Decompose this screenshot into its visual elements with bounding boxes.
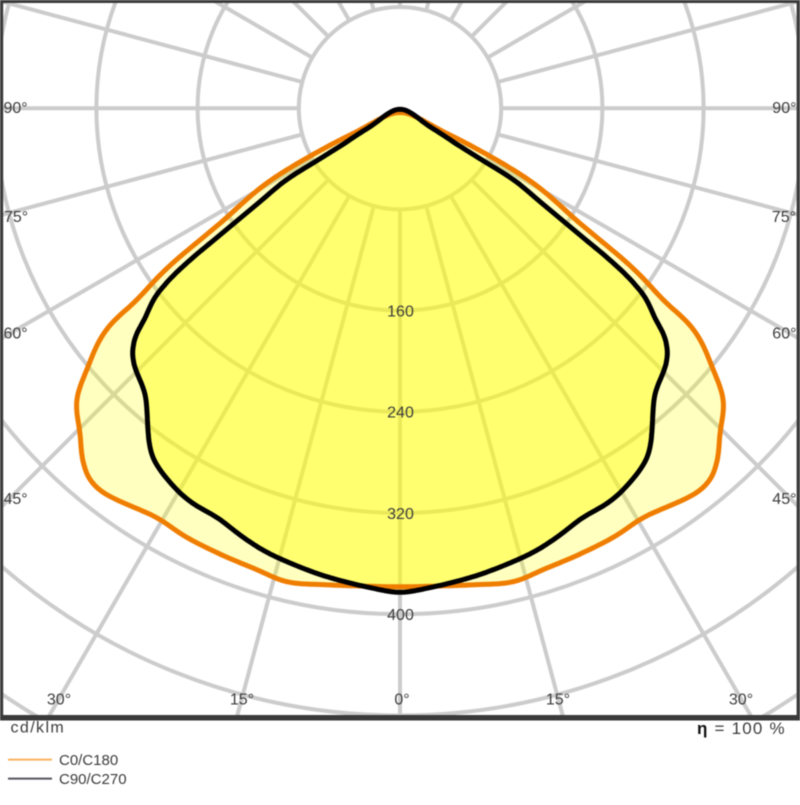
svg-text:90°: 90° (772, 100, 796, 117)
svg-text:15°: 15° (230, 692, 254, 709)
svg-text:30°: 30° (729, 692, 753, 709)
svg-text:90°: 90° (4, 100, 28, 117)
svg-text:45°: 45° (772, 491, 796, 508)
svg-text:45°: 45° (4, 491, 28, 508)
svg-text:η = 100 %: η = 100 % (697, 719, 786, 738)
svg-text:60°: 60° (772, 326, 796, 343)
svg-text:320: 320 (387, 506, 414, 523)
svg-text:C90/C270: C90/C270 (59, 771, 127, 788)
svg-text:15°: 15° (546, 692, 570, 709)
svg-text:60°: 60° (4, 326, 28, 343)
svg-text:cd/klm: cd/klm (11, 720, 66, 737)
svg-text:C0/C180: C0/C180 (59, 752, 118, 769)
svg-text:30°: 30° (47, 692, 71, 709)
svg-text:400: 400 (387, 607, 414, 624)
svg-text:75°: 75° (4, 209, 28, 226)
svg-text:240: 240 (387, 405, 414, 422)
svg-text:0°: 0° (394, 692, 409, 709)
svg-text:160: 160 (387, 303, 414, 320)
svg-text:75°: 75° (772, 209, 796, 226)
